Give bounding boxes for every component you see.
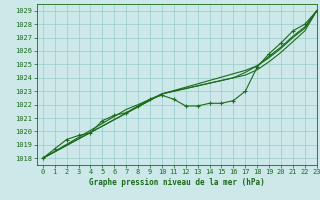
- X-axis label: Graphe pression niveau de la mer (hPa): Graphe pression niveau de la mer (hPa): [89, 178, 265, 187]
